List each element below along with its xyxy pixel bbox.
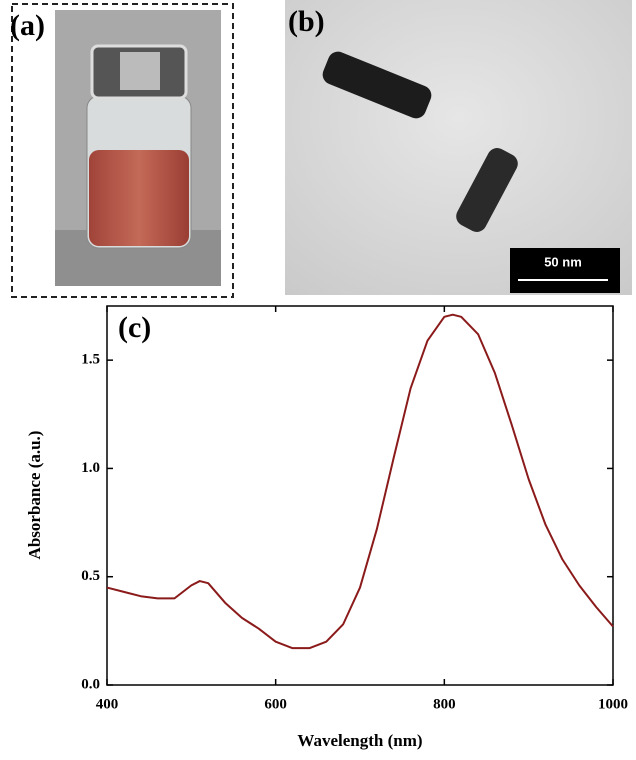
scale-bar-label: 50 nm — [544, 254, 582, 269]
x-tick-label: 800 — [433, 696, 456, 712]
y-tick-label: 0.0 — [81, 676, 100, 692]
panel-label: (a) — [10, 9, 45, 42]
vial-liquid — [89, 150, 189, 246]
y-tick-label: 1.5 — [81, 352, 100, 368]
tem-image — [285, 0, 632, 295]
x-tick-label: 1000 — [598, 696, 628, 712]
y-tick-label: 0.5 — [81, 568, 100, 584]
y-tick-label: 1.0 — [81, 460, 100, 476]
panel-label: (c) — [118, 311, 151, 344]
nanorod — [456, 148, 518, 232]
y-axis-label: Absorbance (a.u.) — [25, 431, 44, 560]
x-axis-label: Wavelength (nm) — [297, 731, 422, 750]
panel-label: (b) — [288, 5, 325, 38]
cap-label — [120, 52, 160, 90]
plot-frame — [106, 305, 614, 686]
scale-bar-box — [510, 248, 620, 293]
x-tick-label: 600 — [264, 696, 287, 712]
chart: (c) Wavelength (nm) Absorbance (a.u.) 0.… — [25, 305, 628, 750]
nanorod — [322, 51, 432, 119]
data-line — [106, 313, 614, 650]
panel-frame — [11, 3, 234, 298]
x-tick-label: 400 — [96, 696, 119, 712]
